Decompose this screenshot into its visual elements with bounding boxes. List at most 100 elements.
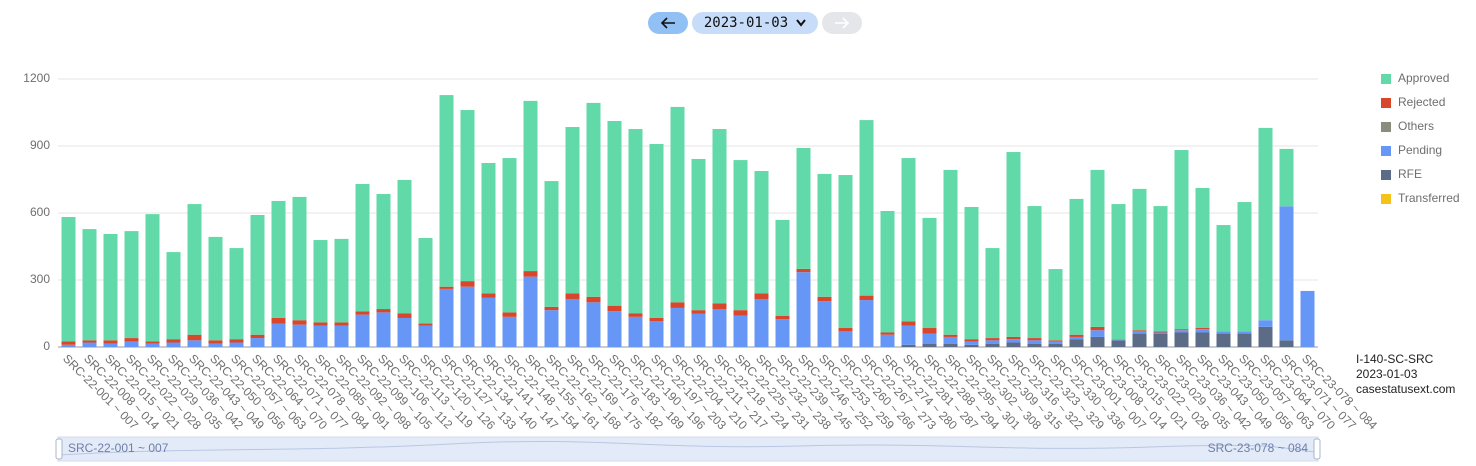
bar-segment: [1279, 340, 1294, 347]
bar-segment: [1048, 269, 1063, 341]
date-select[interactable]: 2023-01-03: [692, 12, 818, 34]
bar-segment: [1006, 339, 1021, 343]
bar-segment: [292, 324, 307, 347]
bar-segment: [187, 204, 202, 335]
bar-segment: [1006, 152, 1021, 337]
arrow-icon: [835, 17, 850, 29]
bar-segment: [271, 200, 286, 318]
bar-segment: [922, 333, 937, 344]
bar-segment: [502, 316, 517, 347]
bar-segment: [754, 171, 769, 294]
bar-segment: [61, 344, 76, 347]
arrow-icon: [660, 17, 675, 29]
bar-segment: [628, 313, 643, 317]
bar-segment: [1069, 336, 1084, 340]
bar-segment: [775, 315, 790, 320]
bar-segment: [712, 129, 727, 304]
bar-segment: [817, 296, 832, 302]
bar-segment: [1027, 338, 1042, 341]
zoom-handle[interactable]: [55, 438, 63, 460]
bar-segment: [544, 181, 559, 307]
bar-segment: [481, 162, 496, 294]
bar-segment: [901, 158, 916, 322]
bar-segment: [1132, 188, 1147, 331]
bar-segment: [334, 325, 349, 347]
bar-segment: [607, 120, 622, 306]
bar-segment: [586, 296, 601, 303]
legend-label: Pending: [1398, 143, 1442, 157]
bar-segment: [1195, 328, 1210, 330]
bar-segment: [943, 336, 958, 344]
bar-segment: [628, 129, 643, 314]
bar-segment: [166, 339, 181, 343]
bar-segment: [1006, 336, 1021, 340]
bar-segment: [271, 323, 286, 347]
bar-segment: [859, 120, 874, 296]
bar-segment: [355, 314, 370, 347]
bar-segment: [985, 343, 1000, 347]
bar-segment: [523, 276, 538, 347]
bar-segment: [1090, 330, 1105, 337]
info-line: 2023-01-03: [1356, 367, 1418, 381]
next-button[interactable]: [822, 12, 862, 34]
bar-segment: [124, 231, 139, 339]
bar-segment: [103, 340, 118, 344]
bar-segment: [208, 340, 223, 344]
bar-segment: [544, 310, 559, 347]
bar-segment: [1132, 331, 1147, 334]
bar-segment: [964, 206, 979, 340]
bar-segment: [628, 316, 643, 347]
zoom-slider[interactable]: [57, 436, 1319, 462]
prev-button[interactable]: [648, 12, 688, 34]
bar-segment: [1258, 320, 1273, 327]
bar-segment: [439, 288, 454, 347]
bar-segment: [1027, 206, 1042, 339]
bar-segment: [292, 320, 307, 325]
bar-segment: [376, 312, 391, 347]
bar-segment: [271, 317, 286, 324]
legend-label: Rejected: [1398, 95, 1445, 109]
bar-segment: [1090, 336, 1105, 347]
bar-segment: [292, 196, 307, 321]
bar-segment: [1174, 329, 1189, 331]
bar-segment: [145, 214, 160, 342]
bar-segment: [670, 307, 685, 347]
bar-segment: [82, 340, 97, 343]
bar-segment: [61, 217, 76, 342]
legend-label: Approved: [1398, 71, 1449, 85]
bar-segment: [61, 341, 76, 345]
bar-segment: [754, 298, 769, 347]
bar-segment: [712, 309, 727, 347]
zoom-start-label: SRC-22-001 ~ 007: [68, 441, 169, 455]
bar-segment: [439, 95, 454, 287]
bar-segment: [250, 334, 265, 339]
bar-segment: [229, 248, 244, 340]
bar-segment: [901, 321, 916, 326]
bar-segment: [796, 268, 811, 273]
bar-segment: [796, 148, 811, 269]
bar-segment: [187, 334, 202, 341]
bar-segment: [460, 286, 475, 347]
bar-segment: [82, 229, 97, 341]
bar-segment: [1090, 169, 1105, 327]
bar-segment: [1048, 343, 1063, 347]
bar-segment: [1069, 198, 1084, 335]
bar-segment: [355, 311, 370, 315]
zoom-preview: [57, 440, 1319, 456]
bar-segment: [985, 340, 1000, 344]
caret: [796, 19, 806, 27]
bar-segment: [943, 334, 958, 337]
bar-segment: [460, 110, 475, 282]
bar-segment: [586, 102, 601, 297]
bar-segment: [1258, 326, 1273, 347]
bar-segment: [733, 310, 748, 316]
info-line: casestatusext.com: [1356, 382, 1456, 396]
zoom-handle[interactable]: [1313, 438, 1321, 460]
bar-segment: [418, 325, 433, 347]
bar-segment: [313, 325, 328, 347]
legend-swatch: [1381, 146, 1391, 156]
bar-segment: [586, 302, 601, 347]
bar-segment: [670, 302, 685, 308]
bar-segment: [1279, 148, 1294, 207]
